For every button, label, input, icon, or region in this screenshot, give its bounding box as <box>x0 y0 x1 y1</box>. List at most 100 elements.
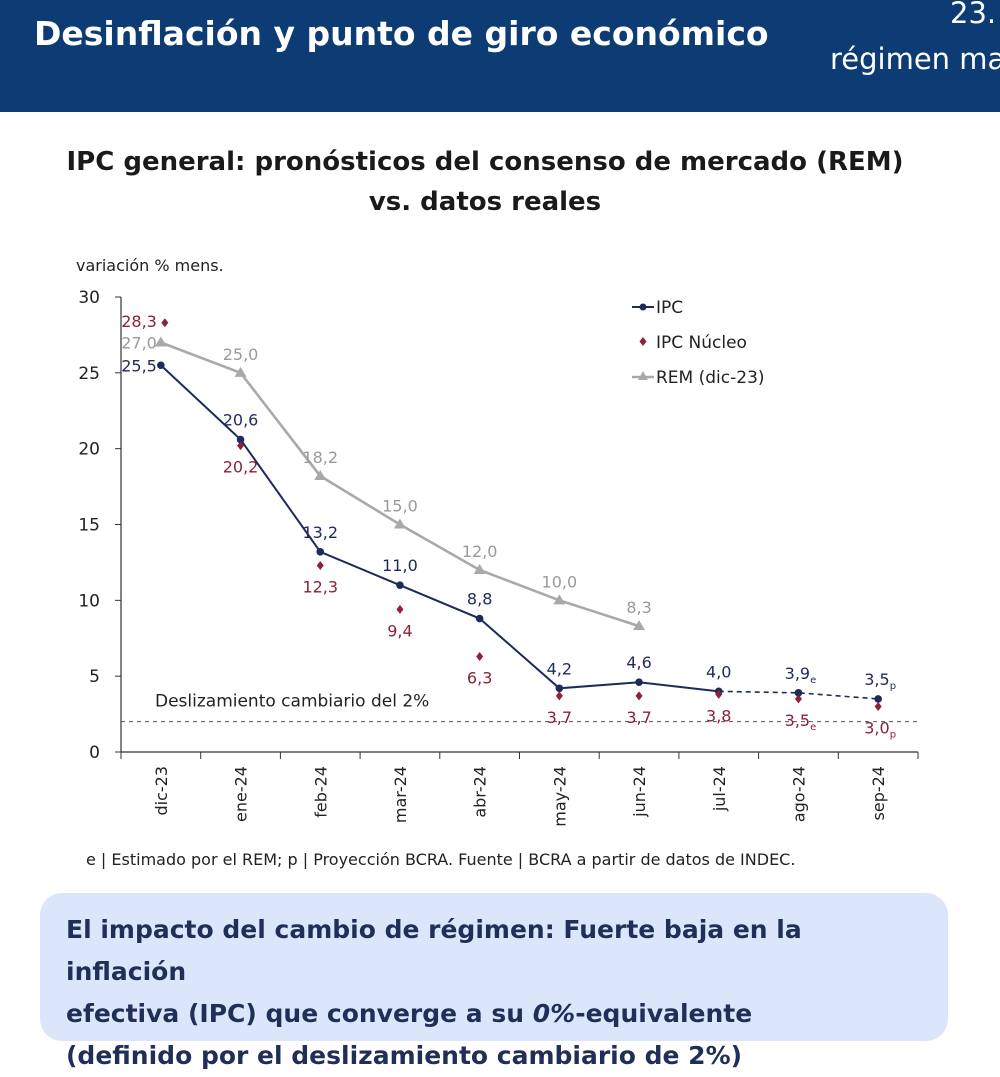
x-tick-label: abr-24 <box>471 766 490 818</box>
legend-nucleo-label: IPC Núcleo <box>656 333 747 353</box>
nucleo-point <box>874 702 882 711</box>
ipc-point <box>157 361 165 370</box>
callout-line2-start: efectiva (IPC) que converge a su <box>66 999 533 1028</box>
rem-point <box>633 620 646 631</box>
nucleo-point <box>794 694 802 704</box>
callout-line2-end: -equivalente <box>575 999 753 1028</box>
chart-title-line2: vs. datos reales <box>368 187 602 217</box>
ipc-point <box>874 695 882 703</box>
x-tick-label: jul-24 <box>710 766 729 812</box>
nucleo-point <box>316 560 324 570</box>
x-tick-label: mar-24 <box>391 766 410 823</box>
rem-data-label: 18,2 <box>302 448 338 467</box>
x-tick-label: sep-24 <box>869 766 888 820</box>
nucleo-point <box>396 604 404 614</box>
header-banner: Desinflación y punto de giro económico 2… <box>0 0 1000 112</box>
header-right-number: 23. <box>950 0 997 30</box>
nucleo-data-label: 3,5e <box>785 711 817 733</box>
ipc-data-label: 4,0 <box>706 662 731 681</box>
ipc-point <box>794 689 803 697</box>
nucleo-data-label: 3,7 <box>547 708 572 727</box>
x-tick-label: ene-24 <box>232 766 251 822</box>
ipc-point <box>555 684 564 693</box>
footnote: e | Estimado por el REM; p | Proyección … <box>86 850 796 869</box>
ipc-data-label: 11,0 <box>382 556 418 575</box>
ipc-series-line <box>160 364 719 693</box>
reference-line-label: Deslizamiento cambiario del 2% <box>155 692 429 712</box>
nucleo-data-label: 3,8 <box>706 706 731 725</box>
header-right-subtitle: régimen ma <box>830 42 1000 76</box>
legend-nucleo-marker <box>639 337 647 346</box>
rem-data-label: 15,0 <box>382 497 418 516</box>
nucleo-data-label: 9,4 <box>387 621 412 640</box>
nucleo-data-label: 12,3 <box>302 577 338 596</box>
x-tick-label: dic-23 <box>152 766 171 816</box>
callout-line2: efectiva (IPC) que converge a su 0%-equi… <box>66 993 922 1035</box>
y-tick-label: 25 <box>78 364 100 384</box>
ipc-point <box>635 678 643 687</box>
y-tick-label: 10 <box>78 591 100 611</box>
y-tick-label: 15 <box>78 516 100 536</box>
nucleo-data-label: 3,0p <box>864 719 896 741</box>
ipc-point <box>396 581 404 589</box>
nucleo-data-label: 3,7 <box>626 708 651 727</box>
rem-point <box>393 518 406 529</box>
callout-line2-emphasis: 0% <box>532 999 576 1028</box>
legend-ipc-label: IPC <box>656 298 683 318</box>
nucleo-data-label: 6,3 <box>467 668 492 687</box>
legend-ipc-marker <box>639 303 647 311</box>
rem-point <box>473 564 486 574</box>
ipc-data-label: 4,2 <box>547 659 572 678</box>
ipc-data-label: 3,9e <box>785 664 817 686</box>
x-tick-label: may-24 <box>550 766 569 827</box>
ipc-line-chart: variación % mens. 0 5 10 15 20 25 30 dic-23 ene-2… <box>76 256 919 827</box>
ipc-point <box>316 548 325 556</box>
axis-layer: variación % mens. 0 5 10 15 20 25 30 dic-23 ene-2… <box>76 256 919 827</box>
y-tick-label: 0 <box>89 743 100 763</box>
rem-point <box>553 594 566 605</box>
nucleo-data-label: 20,2 <box>223 458 259 477</box>
callout-text: El impacto del cambio de régimen: Fuerte… <box>66 909 922 1077</box>
rem-point <box>154 336 167 347</box>
ipc-data-label: 3,5p <box>864 670 896 692</box>
ipc-data-label: 8,8 <box>467 590 492 609</box>
ipc-data-label: 13,2 <box>302 523 338 542</box>
callout-box: El impacto del cambio de régimen: Fuerte… <box>40 893 948 1070</box>
chart-title-line1: IPC general: pronósticos del consenso de… <box>66 147 904 177</box>
legend-layer: IPC IPC Núcleo REM (dic-23) <box>632 298 765 388</box>
y-tick-label: 30 <box>78 288 100 308</box>
rem-data-label: 27,0 <box>121 334 157 353</box>
rem-data-label: 10,0 <box>542 572 578 591</box>
rem-point <box>314 469 327 480</box>
x-tick-label: ago-24 <box>789 766 808 822</box>
label-layer: Deslizamiento cambiario del 2% 27,0 25,0 18… <box>121 312 896 741</box>
rem-data-label: 25,0 <box>223 345 259 364</box>
x-tick-label: jun-24 <box>630 766 649 818</box>
chart-title: IPC general: pronósticos del consenso de… <box>0 142 970 222</box>
ipc-data-label: 20,6 <box>223 411 259 430</box>
legend-rem-marker <box>638 371 648 380</box>
ipc-data-label: 25,5 <box>121 356 157 375</box>
rem-data-label: 12,0 <box>462 542 498 561</box>
ipc-point <box>236 435 245 444</box>
nucleo-point <box>476 651 484 661</box>
ipc-data-label: 4,6 <box>626 653 651 672</box>
callout-line3: (definido por el deslizamiento cambiario… <box>66 1041 743 1070</box>
nucleo-point <box>161 318 169 328</box>
y-axis-title: variación % mens. <box>76 256 224 275</box>
nucleo-point <box>555 691 563 701</box>
header-title: Desinflación y punto de giro económico <box>34 14 769 53</box>
nucleo-point <box>237 441 245 451</box>
series-layer <box>121 318 918 723</box>
x-tick-label: feb-24 <box>311 766 330 818</box>
nucleo-point <box>635 691 643 701</box>
legend-rem-label: REM (dic-23) <box>656 368 765 388</box>
nucleo-data-label: 28,3 <box>121 312 157 331</box>
ipc-point <box>475 614 484 623</box>
rem-data-label: 8,3 <box>626 598 651 617</box>
y-tick-label: 5 <box>89 667 100 687</box>
nucleo-point <box>715 689 723 699</box>
callout-line1: El impacto del cambio de régimen: Fuerte… <box>66 915 802 986</box>
rem-point <box>234 366 247 377</box>
y-tick-label: 20 <box>78 440 100 460</box>
